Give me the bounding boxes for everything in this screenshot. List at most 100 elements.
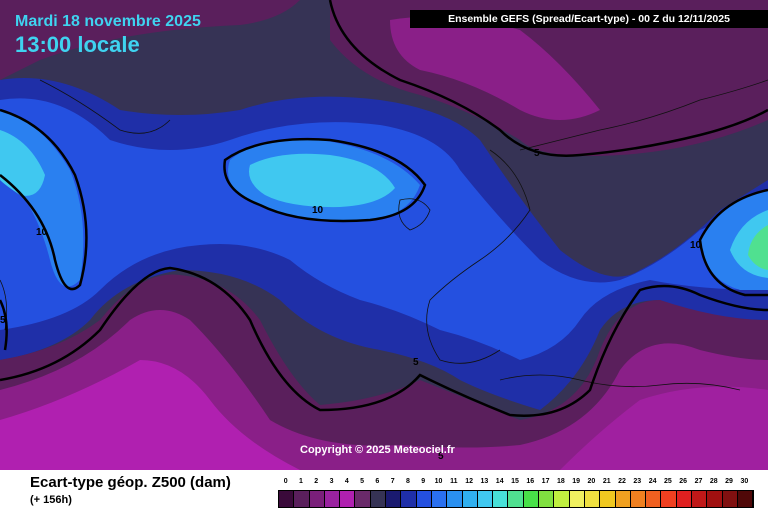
- contour-label-central: 10: [312, 205, 324, 216]
- scale-swatch: [508, 491, 524, 507]
- scale-tick: 11: [450, 478, 458, 485]
- scale-swatch: [600, 491, 616, 507]
- scale-swatch: [539, 491, 555, 507]
- contour-5-south: [0, 266, 768, 417]
- spread-area-west-core: [0, 130, 45, 196]
- scale-swatch: [646, 491, 662, 507]
- scale-tick: 19: [572, 478, 581, 485]
- scale-tick: 26: [679, 478, 688, 485]
- scale-tick: 7: [390, 478, 395, 485]
- scale-ticks: 0 1 2 3 4 5 6 7 8 9 10 11 12 13 14 15 16 17 18 19 20 21 22 23 24…: [278, 478, 752, 490]
- scale-swatch: [477, 491, 494, 507]
- scale-tick: 0: [283, 478, 288, 485]
- scale-swatch: [416, 491, 432, 507]
- scale-swatch: [355, 491, 371, 507]
- scale-swatch: [431, 491, 448, 507]
- variable-label: Ecart-type géop. Z500 (dam): [30, 474, 231, 491]
- scale-tick: 28: [709, 478, 718, 485]
- spread-area-southeast-core: [560, 386, 768, 470]
- scale-swatch: [707, 491, 723, 507]
- scale-tick: 24: [648, 478, 657, 485]
- scale-tick: 25: [663, 478, 672, 485]
- spread-field-map: [0, 0, 768, 470]
- mediterranean-coast: [499, 374, 741, 391]
- spread-area-northwest: [0, 0, 300, 80]
- contour-label-west: 10: [36, 227, 48, 238]
- scale-tick: 16: [526, 478, 535, 485]
- contour-10-west: [0, 108, 88, 291]
- greenland-coast: [39, 79, 171, 134]
- scale-tick: 2: [314, 478, 319, 485]
- scale-tick: 29: [725, 478, 733, 485]
- scale-tick: 22: [618, 478, 626, 485]
- spread-area-central-core: [249, 153, 395, 208]
- scale-swatch: [722, 491, 738, 507]
- scale-swatch: [676, 491, 693, 507]
- scale-swatch: [279, 491, 295, 507]
- scale-swatch: [309, 491, 325, 507]
- scale-tick: 4: [344, 478, 349, 485]
- forecast-date: Mardi 18 novembre 2025: [15, 13, 201, 30]
- scale-tick: 27: [694, 478, 703, 485]
- scandinavia-coast: [519, 79, 768, 151]
- scale-swatch: [294, 491, 310, 507]
- scale-tick: 17: [541, 478, 550, 485]
- scale-tick: 23: [633, 478, 642, 485]
- scale-swatch: [554, 491, 570, 507]
- contours: [0, 0, 768, 417]
- coastlines: [0, 79, 768, 391]
- scale-swatch: [523, 491, 540, 507]
- scale-swatch: [584, 491, 601, 507]
- contour-10-central: [223, 137, 427, 223]
- contour-5-far-west: [0, 299, 8, 351]
- scale-tick: 18: [556, 478, 565, 485]
- scale-swatch: [615, 491, 631, 507]
- color-scale: 0 1 2 3 4 5 6 7 8 9 10 11 12 13 14 15 16 17 18 19 20 21 22 23 24…: [278, 478, 754, 510]
- scale-tick: 13: [480, 478, 489, 485]
- contour-label-bottom: 5: [438, 451, 444, 462]
- scale-tick: 6: [375, 478, 380, 485]
- spread-area-southwest-core: [0, 360, 300, 470]
- scale-tick: 20: [587, 478, 596, 485]
- model-title: Ensemble GEFS (Spread/Ecart-type) - 00 Z…: [410, 10, 768, 28]
- lead-time-label: (+ 156h): [30, 494, 72, 506]
- contour-label-far-west: 5: [0, 315, 6, 326]
- scale-swatch: [370, 491, 387, 507]
- scale-tick: 8: [406, 478, 410, 485]
- scale-swatch: [692, 491, 708, 507]
- scale-swatch: [324, 491, 341, 507]
- scale-swatch: [569, 491, 585, 507]
- scale-tick: 14: [495, 478, 504, 485]
- scale-tick: 12: [465, 478, 474, 485]
- contour-label-south: 5: [413, 357, 419, 368]
- contour-10-east: [698, 188, 768, 297]
- scale-tick: 1: [298, 478, 303, 485]
- scale-tick: 15: [511, 478, 519, 485]
- scale-swatch: [340, 491, 356, 507]
- scale-tick: 9: [421, 478, 426, 485]
- europe-west-coast: [426, 149, 531, 364]
- spread-area-atlantic-mid: [0, 98, 768, 360]
- scale-tick: 3: [329, 478, 334, 485]
- scale-tick: 5: [360, 478, 365, 485]
- contour-5-north: [328, 0, 768, 157]
- scale-swatches: [278, 490, 754, 508]
- contour-label-east: 10: [690, 240, 702, 251]
- copyright-notice: Copyright © 2025 Meteociel.fr: [300, 444, 455, 456]
- scale-swatch: [737, 491, 754, 507]
- scale-tick: 10: [434, 478, 443, 485]
- forecast-map: Mardi 18 novembre 2025 13:00 locale Ense…: [0, 0, 768, 470]
- forecast-time: 13:00 locale: [15, 32, 140, 57]
- spread-area-east-core: [748, 225, 768, 270]
- contour-label-north: 5: [534, 148, 540, 159]
- scale-swatch: [493, 491, 509, 507]
- scale-swatch: [661, 491, 677, 507]
- spread-area-north-core: [390, 16, 600, 121]
- scale-swatch: [630, 491, 647, 507]
- scale-tick: 30: [740, 478, 749, 485]
- scale-swatch: [386, 491, 402, 507]
- scale-swatch: [447, 491, 463, 507]
- scale-swatch: [401, 491, 417, 507]
- scale-swatch: [462, 491, 478, 507]
